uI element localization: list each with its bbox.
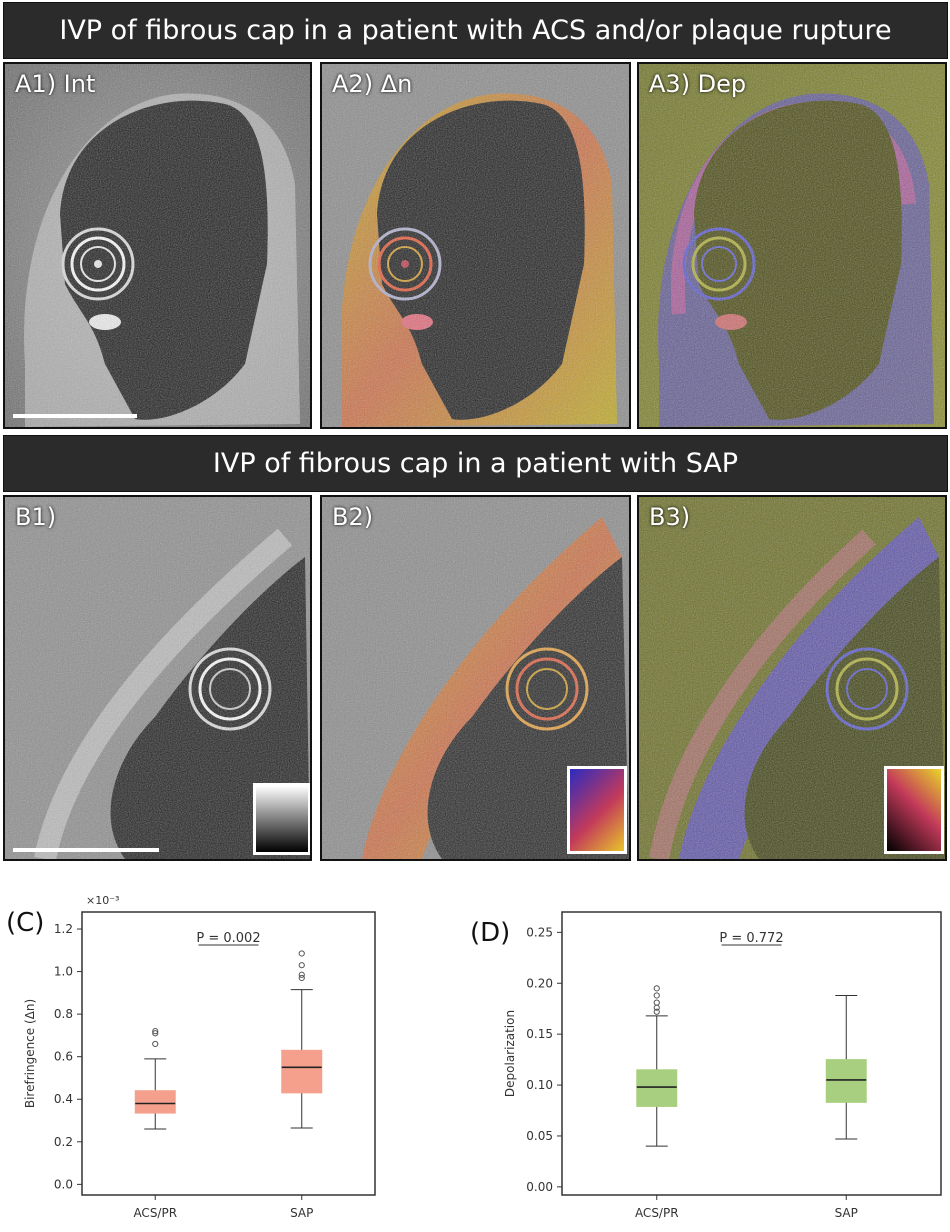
y-axis-label: Depolarization [503,1010,517,1097]
x-tick-label: ACS/PR [635,1206,679,1220]
a1-image [5,64,310,427]
outlier-point [653,985,660,992]
plot-frame [81,911,376,1196]
outlier-point [653,992,660,999]
y-tick-label: 0.2 [54,1135,73,1149]
grayscale-colorbar-legend [253,783,310,855]
y-tick-label: 0.15 [526,1027,553,1041]
bottom-banner-title: IVP of fibrous cap in a patient with SAP [212,448,739,479]
y-tick-label: 1.0 [54,965,73,979]
plot-frame [561,911,942,1196]
y-tick-label: 0.00 [526,1180,553,1194]
panel-b1-label: B1) [15,503,57,531]
birefringence-colorbar-legend [567,766,627,854]
chart-c-birefringence-boxplot: 0.0 0.2 0.4 0.6 0.8 1.0 1.2 Birefringence (Δn) ×… [23,894,376,1220]
bottom-banner: IVP of fibrous cap in a patient with SAP [3,435,948,492]
box-acspr [636,1069,678,1107]
x-tick-label: SAP [835,1206,858,1220]
y-tick-label: 0.25 [526,925,553,939]
panel-b3-depolarization: B3) [637,495,947,861]
y-tick-label: 0.8 [54,1007,73,1021]
p-value-annotation: P = 0.002 [196,931,260,946]
x-tick-label: ACS/PR [133,1206,177,1220]
y-tick-label: 0.6 [54,1050,73,1064]
y-axis-label: Birefringence (Δn) [23,999,37,1108]
outlier-point [298,974,305,982]
p-value-annotation: P = 0.772 [719,931,783,946]
outlier-point [152,1030,159,1037]
box-acspr [134,1090,176,1114]
outlier-point [298,962,305,969]
panel-a2-birefringence: A2) Δn [320,62,631,429]
a2-image [322,64,629,427]
y-tick-label: 0.10 [526,1078,553,1092]
panel-b2-birefringence: B2) [320,495,631,861]
panel-a1-intensity: A1) Int [3,62,312,429]
panel-a3-depolarization: A3) Dep [637,62,947,429]
chart-d-letter: (D) [470,918,511,948]
top-banner: IVP of fibrous cap in a patient with ACS… [3,2,948,59]
x-tick-label: SAP [290,1206,313,1220]
outlier-point [152,1028,159,1035]
y-tick-label: 0.20 [526,976,553,990]
y-tick-label: 0.4 [54,1092,73,1106]
panel-a3-label: A3) Dep [649,70,747,98]
y-tick-label: 0.0 [54,1177,73,1191]
box-sap [281,1049,323,1094]
panel-b1-intensity: B1) [3,495,312,861]
a3-image [639,64,945,427]
outlier-point [152,1040,159,1048]
y-tick-label: 0.05 [526,1129,553,1143]
panel-a2-label: A2) Δn [332,70,413,98]
outlier-point [298,971,305,978]
y-axis-multiplier: ×10⁻³ [86,894,119,907]
panel-a1-label: A1) Int [15,70,96,98]
panel-b2-label: B2) [332,503,374,531]
outlier-point [298,950,305,957]
panel-b3-label: B3) [649,503,691,531]
box-sap [825,1059,867,1103]
top-banner-title: IVP of fibrous cap in a patient with ACS… [59,15,892,46]
b1-scale-bar [13,848,159,852]
chart-c-letter: (C) [6,908,45,938]
y-tick-label: 1.2 [54,922,73,936]
chart-d-depolarization-boxplot: 0.00 0.05 0.10 0.15 0.20 0.25 Depolarization P … [503,911,942,1220]
outlier-point [653,1008,660,1015]
depolarization-colorbar-legend [884,766,944,854]
outlier-point [653,999,660,1006]
a1-scale-bar [13,414,137,418]
